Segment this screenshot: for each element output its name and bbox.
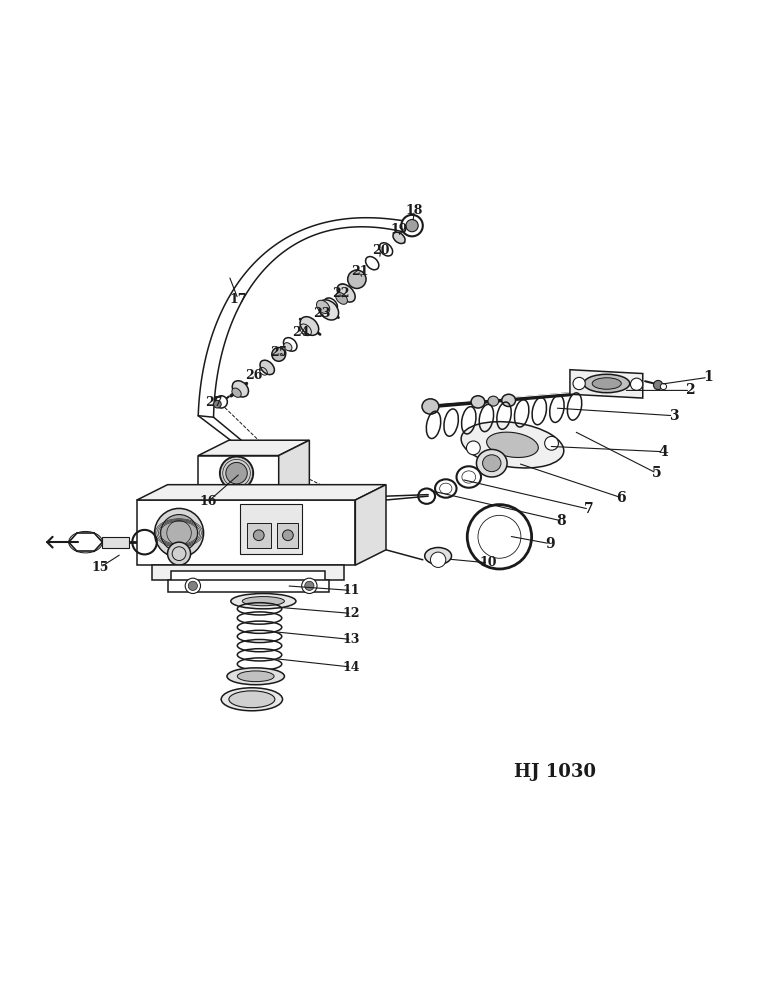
Circle shape bbox=[220, 456, 253, 490]
Circle shape bbox=[660, 384, 666, 390]
Ellipse shape bbox=[336, 293, 347, 304]
Text: 27: 27 bbox=[205, 396, 223, 409]
Text: 3: 3 bbox=[669, 409, 679, 423]
Polygon shape bbox=[279, 440, 310, 500]
Text: 17: 17 bbox=[229, 293, 247, 306]
Ellipse shape bbox=[232, 388, 241, 397]
Ellipse shape bbox=[422, 399, 439, 414]
Ellipse shape bbox=[232, 381, 249, 397]
Text: 13: 13 bbox=[343, 633, 361, 646]
Ellipse shape bbox=[488, 396, 499, 406]
Ellipse shape bbox=[337, 284, 355, 302]
Ellipse shape bbox=[393, 232, 405, 244]
Ellipse shape bbox=[476, 449, 507, 477]
Ellipse shape bbox=[425, 548, 452, 564]
Circle shape bbox=[431, 552, 445, 567]
Ellipse shape bbox=[237, 671, 274, 682]
Ellipse shape bbox=[317, 300, 330, 313]
Circle shape bbox=[214, 400, 222, 408]
Ellipse shape bbox=[284, 343, 292, 351]
Circle shape bbox=[161, 515, 198, 551]
Text: 16: 16 bbox=[199, 495, 217, 508]
Ellipse shape bbox=[222, 688, 283, 711]
Ellipse shape bbox=[318, 300, 339, 320]
Circle shape bbox=[406, 219, 418, 232]
Text: 12: 12 bbox=[343, 607, 361, 620]
Text: 11: 11 bbox=[343, 584, 361, 597]
Ellipse shape bbox=[283, 338, 297, 351]
Ellipse shape bbox=[482, 455, 501, 472]
Circle shape bbox=[154, 508, 204, 557]
Circle shape bbox=[185, 578, 201, 594]
Circle shape bbox=[253, 530, 264, 541]
Polygon shape bbox=[246, 523, 271, 548]
Circle shape bbox=[401, 215, 423, 236]
Polygon shape bbox=[198, 456, 279, 500]
Ellipse shape bbox=[592, 378, 621, 389]
Text: 2: 2 bbox=[686, 383, 695, 397]
Ellipse shape bbox=[461, 422, 564, 468]
Text: 5: 5 bbox=[652, 466, 662, 480]
Circle shape bbox=[188, 581, 198, 590]
Circle shape bbox=[215, 396, 227, 408]
Text: 9: 9 bbox=[545, 537, 555, 551]
Text: 4: 4 bbox=[659, 445, 669, 459]
Circle shape bbox=[272, 347, 286, 361]
Ellipse shape bbox=[260, 360, 274, 375]
Text: 23: 23 bbox=[313, 307, 330, 320]
Ellipse shape bbox=[584, 374, 630, 393]
Polygon shape bbox=[198, 440, 310, 456]
Ellipse shape bbox=[502, 394, 516, 406]
Ellipse shape bbox=[231, 594, 296, 609]
Text: 24: 24 bbox=[292, 326, 310, 339]
Ellipse shape bbox=[471, 396, 485, 408]
Text: 15: 15 bbox=[91, 561, 109, 574]
Circle shape bbox=[305, 581, 314, 590]
Circle shape bbox=[226, 462, 247, 484]
Ellipse shape bbox=[227, 668, 284, 685]
Text: 20: 20 bbox=[372, 244, 389, 257]
Text: 18: 18 bbox=[405, 204, 423, 217]
Polygon shape bbox=[277, 523, 298, 548]
Polygon shape bbox=[152, 565, 344, 580]
Circle shape bbox=[347, 270, 366, 288]
Circle shape bbox=[168, 542, 191, 565]
Circle shape bbox=[466, 441, 480, 455]
Circle shape bbox=[573, 377, 585, 390]
Text: 25: 25 bbox=[270, 346, 287, 359]
Ellipse shape bbox=[300, 317, 319, 335]
Polygon shape bbox=[137, 485, 386, 500]
Text: 26: 26 bbox=[245, 369, 262, 382]
Circle shape bbox=[631, 378, 643, 390]
Polygon shape bbox=[103, 537, 129, 548]
Polygon shape bbox=[168, 580, 329, 592]
Text: 22: 22 bbox=[332, 287, 350, 300]
Ellipse shape bbox=[229, 691, 275, 708]
Polygon shape bbox=[240, 504, 302, 554]
Text: 7: 7 bbox=[584, 502, 594, 516]
Text: 1: 1 bbox=[703, 370, 713, 384]
Polygon shape bbox=[570, 370, 643, 398]
Text: 6: 6 bbox=[617, 491, 626, 505]
Circle shape bbox=[653, 380, 662, 390]
Text: 10: 10 bbox=[479, 556, 496, 569]
Polygon shape bbox=[137, 500, 355, 565]
Text: 21: 21 bbox=[351, 265, 369, 278]
Circle shape bbox=[283, 530, 293, 541]
Text: HJ 1030: HJ 1030 bbox=[513, 763, 596, 781]
Polygon shape bbox=[198, 218, 413, 417]
Circle shape bbox=[545, 436, 558, 450]
Circle shape bbox=[302, 578, 317, 594]
Ellipse shape bbox=[242, 597, 284, 606]
Polygon shape bbox=[355, 485, 386, 565]
Ellipse shape bbox=[486, 432, 538, 457]
Text: 19: 19 bbox=[391, 223, 408, 236]
Text: 8: 8 bbox=[556, 514, 566, 528]
Text: 14: 14 bbox=[343, 661, 361, 674]
